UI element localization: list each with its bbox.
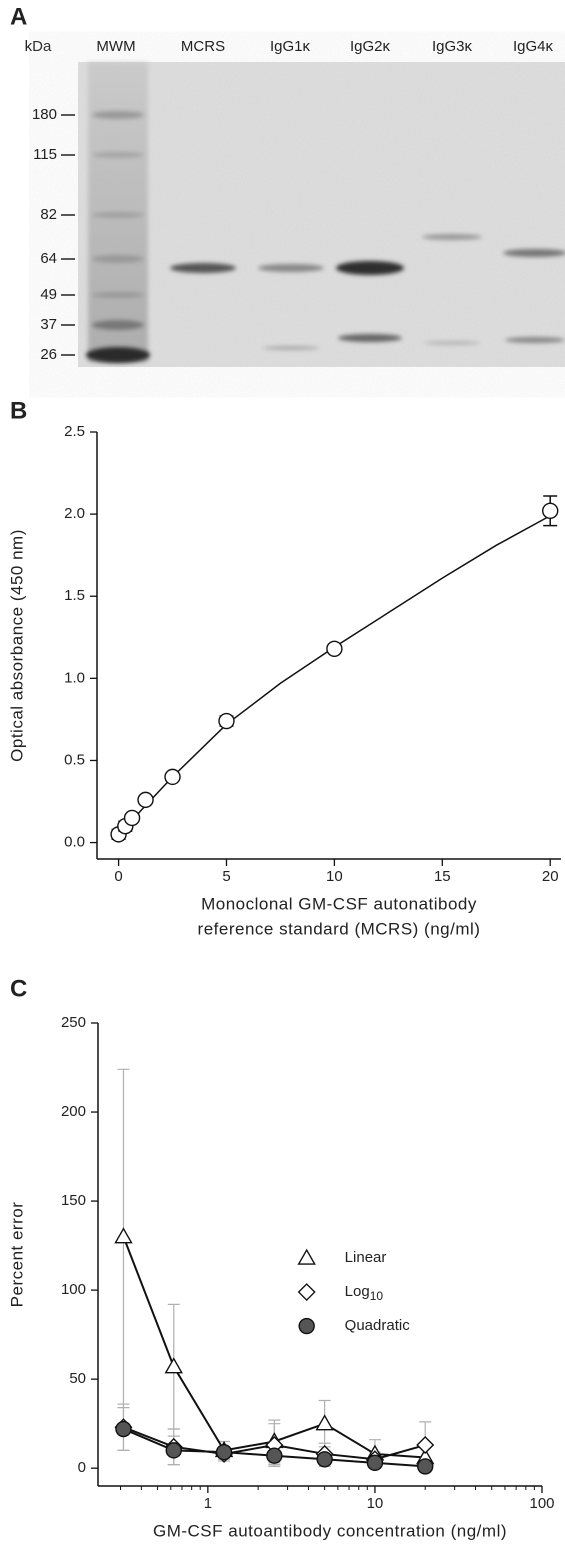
panel-label: A xyxy=(10,3,27,30)
y-tick-label: 150 xyxy=(61,1192,86,1209)
y-axis-label: Percent error xyxy=(7,1202,26,1308)
point xyxy=(266,1447,283,1464)
y-tick-label: 1.0 xyxy=(64,669,85,686)
x-tick-label: 10 xyxy=(367,1495,384,1512)
y-tick-label: 100 xyxy=(61,1281,86,1298)
y-tick-label: 0 xyxy=(78,1459,86,1476)
x-axis-label: GM-CSF autoantibody concentration (ng/ml… xyxy=(153,1521,507,1540)
y-tick-label: 250 xyxy=(61,1014,86,1031)
marker-label: 64 xyxy=(40,250,57,267)
point xyxy=(137,791,154,809)
panel-label: B xyxy=(10,397,27,424)
lane-label: IgG3κ xyxy=(432,38,473,55)
lane-label: MCRS xyxy=(181,38,225,55)
point xyxy=(326,640,343,657)
x-tick-label: 15 xyxy=(434,868,451,885)
marker-label: 49 xyxy=(40,286,57,303)
point xyxy=(297,1248,316,1265)
bands xyxy=(86,111,565,363)
point xyxy=(215,1443,233,1461)
gel xyxy=(78,62,565,367)
x-tick-label: 10 xyxy=(326,868,343,885)
y-tick-label: 200 xyxy=(61,1103,86,1120)
marker-label: 115 xyxy=(33,146,57,163)
point xyxy=(297,1283,316,1302)
point xyxy=(416,1436,435,1455)
x-tick-label: 1 xyxy=(204,1495,212,1512)
lane-label: IgG4κ xyxy=(513,38,554,55)
point xyxy=(123,809,141,827)
point xyxy=(115,1420,132,1438)
x-tick-label: 0 xyxy=(114,868,122,885)
lane-label: MWM xyxy=(96,38,135,55)
point xyxy=(298,1317,315,1335)
unit-label: kDa xyxy=(25,38,52,55)
point xyxy=(164,1357,183,1374)
point xyxy=(164,768,181,786)
point xyxy=(218,712,235,730)
point xyxy=(542,502,559,520)
legend-label: Linear xyxy=(345,1249,387,1266)
legend-label: Quadratic xyxy=(345,1317,411,1334)
point xyxy=(315,1414,334,1431)
gel-grain xyxy=(78,62,565,367)
point xyxy=(316,1451,333,1468)
panel-label: C xyxy=(10,975,27,1002)
marker-label: 180 xyxy=(32,106,57,123)
x-axis-label: reference standard (MCRS) (ng/ml) xyxy=(198,919,481,938)
y-tick-label: 2.5 xyxy=(64,423,85,440)
lane-label: IgG1κ xyxy=(270,38,311,55)
fit-curve xyxy=(118,515,551,837)
y-axis-label: Optical absorbance (450 nm) xyxy=(7,529,26,762)
lane-label: IgG2κ xyxy=(350,38,391,55)
x-axis-label: Monoclonal GM-CSF autonatibody xyxy=(201,894,477,913)
marker-label: 82 xyxy=(40,206,57,223)
point xyxy=(417,1458,434,1475)
point xyxy=(114,1227,133,1244)
x-tick-label: 5 xyxy=(222,868,230,885)
point xyxy=(366,1454,384,1472)
y-tick-label: 50 xyxy=(69,1370,86,1387)
x-tick-label: 20 xyxy=(542,868,559,885)
x-tick-label: 100 xyxy=(529,1495,554,1512)
y-tick-label: 0.5 xyxy=(64,751,85,768)
legend-label: Log10 xyxy=(345,1283,384,1303)
marker-label: 37 xyxy=(40,316,57,333)
marker-label: 26 xyxy=(40,346,57,363)
point xyxy=(165,1442,182,1459)
y-tick-label: 0.0 xyxy=(64,834,85,851)
y-tick-label: 1.5 xyxy=(64,587,85,604)
y-tick-label: 2.0 xyxy=(64,505,85,522)
